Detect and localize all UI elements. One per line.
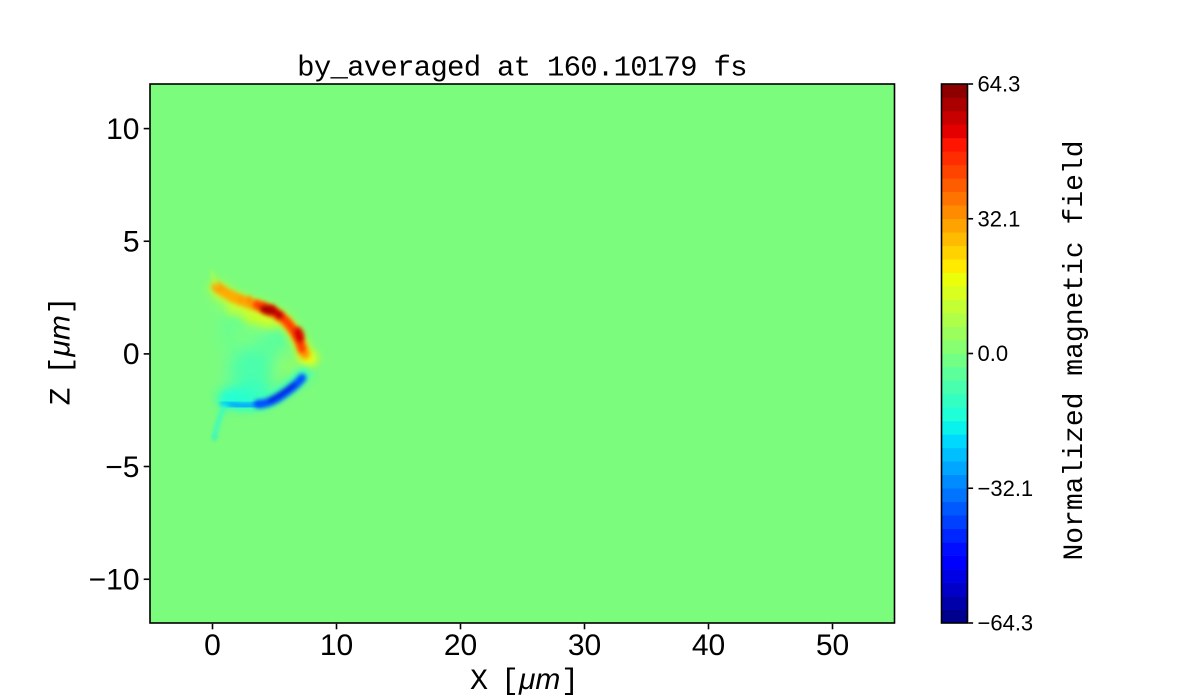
svg-text:20: 20 (444, 629, 477, 662)
svg-text:[: [ (501, 665, 519, 699)
svg-text:0: 0 (123, 338, 140, 371)
svg-text:−10: −10 (89, 564, 140, 597)
svg-text:64.3: 64.3 (978, 72, 1021, 97)
svg-text:0.0: 0.0 (978, 341, 1009, 366)
svg-text:0: 0 (204, 629, 221, 662)
svg-text:]: ] (46, 296, 80, 314)
svg-text:[: [ (46, 356, 80, 374)
svg-text:10: 10 (106, 113, 139, 146)
svg-text:X: X (470, 665, 488, 699)
svg-text:40: 40 (692, 629, 725, 662)
svg-text:−64.3: −64.3 (978, 611, 1034, 636)
svg-text:32.1: 32.1 (978, 206, 1021, 231)
svg-text:Z: Z (46, 387, 80, 405)
svg-text:5: 5 (123, 226, 140, 259)
svg-text:50: 50 (816, 629, 849, 662)
svg-text:Normalized magnetic field: Normalized magnetic field (1060, 140, 1091, 560)
svg-text:10: 10 (320, 629, 353, 662)
svg-text:−32.1: −32.1 (978, 476, 1034, 501)
svg-text:by_averaged at 160.10179 fs: by_averaged at 160.10179 fs (297, 51, 747, 84)
svg-text:μm: μm (44, 315, 77, 357)
svg-text:−5: −5 (105, 451, 139, 484)
svg-text:μm: μm (518, 663, 560, 696)
svg-text:30: 30 (568, 629, 601, 662)
svg-text:]: ] (561, 665, 579, 699)
